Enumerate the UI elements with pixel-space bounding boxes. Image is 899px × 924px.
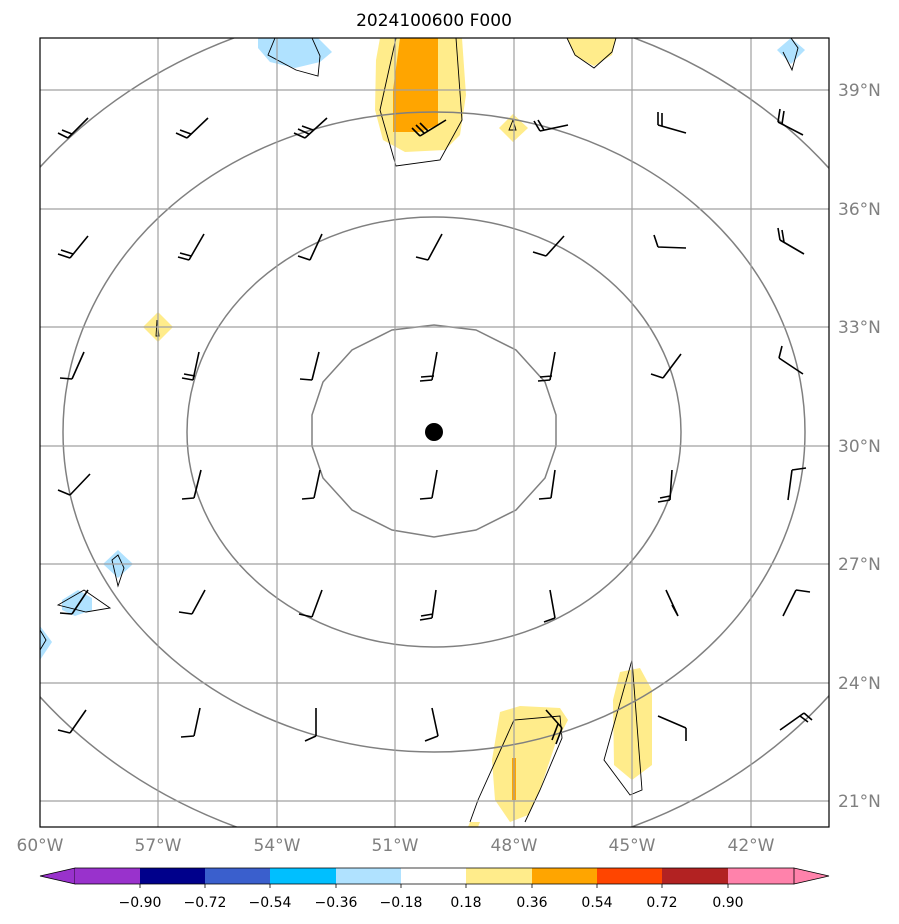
lat-label: 39°N (838, 81, 881, 101)
colorbar-tick-label: −0.54 (249, 895, 292, 911)
colorbar-tick-label: 0.18 (450, 895, 481, 911)
wind-barb (778, 345, 804, 375)
lat-label: 27°N (838, 555, 881, 575)
lat-label: 24°N (838, 674, 881, 694)
colorbar-swatch (270, 868, 336, 884)
wind-barb (304, 708, 317, 742)
colorbar-swatch (728, 868, 794, 884)
colorbar-tick-label: 0.36 (516, 895, 547, 911)
wind-barb (657, 112, 687, 134)
gridlines (40, 38, 829, 827)
lat-label: 30°N (838, 437, 881, 457)
colorbar-swatch (336, 868, 401, 884)
wind-barb (298, 589, 323, 618)
wind-barb (650, 353, 682, 379)
wind-barb (779, 712, 813, 731)
wind-barb (301, 469, 321, 500)
wind-barb (181, 351, 200, 381)
wind-barb (57, 709, 87, 734)
wind-barb (177, 233, 205, 261)
wind-barb (181, 469, 202, 500)
wind-barb (59, 589, 89, 615)
colorbar-swatch (532, 868, 597, 884)
colorbar-tick-label: 0.72 (646, 895, 677, 911)
wind-barb (537, 351, 556, 382)
colorbar-extend-high (793, 867, 830, 885)
wind-barb (178, 589, 206, 615)
wind-barb (657, 469, 673, 503)
wind-barb (777, 108, 804, 136)
wind-barb (411, 119, 447, 137)
wind-barb (419, 469, 438, 500)
shaded-contours (40, 38, 805, 827)
colorbar-tick-label: 0.90 (712, 895, 743, 911)
wind-barb (532, 235, 565, 257)
map-area (40, 38, 829, 827)
wind-barb (543, 589, 556, 623)
colorbar-tick-label: −0.36 (315, 895, 358, 911)
wind-barb (299, 351, 320, 381)
colorbar-extend-low (39, 867, 76, 885)
lon-label: 48°W (491, 836, 538, 856)
wind-barb (538, 469, 556, 500)
colorbar-tick-label: −0.72 (184, 895, 227, 911)
wind-barb (175, 117, 209, 139)
map-frame (39, 37, 830, 828)
colorbar-swatch (597, 868, 662, 884)
lon-label: 45°W (609, 836, 656, 856)
lat-label: 21°N (838, 792, 881, 812)
wind-barb (59, 351, 85, 380)
map-title: 2024100600 F000 (356, 11, 512, 31)
wind-barb (657, 715, 687, 741)
distance-rings (40, 38, 829, 827)
lon-label: 42°W (728, 836, 775, 856)
wind-barb (424, 707, 439, 742)
colorbar-swatch (75, 868, 140, 884)
wind-barb (57, 473, 91, 496)
wind-barb (777, 227, 805, 255)
wind-barb (419, 351, 438, 382)
lat-label: 33°N (838, 318, 881, 338)
colorbar-swatch (401, 868, 466, 884)
colorbar-tick-label: −0.90 (119, 895, 162, 911)
wind-barb (782, 589, 811, 617)
wind-barb (419, 589, 437, 621)
colorbar-tick-label: −0.18 (380, 895, 423, 911)
wind-barb (57, 235, 89, 259)
wind-barb (293, 117, 328, 139)
wind-barb (57, 117, 89, 139)
wind-barb (415, 233, 443, 261)
wind-barb (297, 233, 323, 261)
colorbar-swatch (466, 868, 532, 884)
wind-barb (545, 709, 563, 745)
lon-label: 51°W (372, 836, 419, 856)
wind-barb (180, 707, 201, 738)
latitude-labels: 39°N 36°N 33°N 30°N 27°N 24°N 21°N (838, 81, 881, 812)
lat-label: 36°N (838, 200, 881, 220)
lon-label: 60°W (17, 836, 64, 856)
storm-center-dot (425, 423, 443, 441)
colorbar-swatch (140, 868, 205, 884)
lon-label: 57°W (135, 836, 182, 856)
wind-barb (653, 234, 687, 249)
colorbar-swatch (205, 868, 270, 884)
colorbar-tick-label: 0.54 (581, 895, 612, 911)
wind-barbs (57, 108, 813, 745)
wind-barb (665, 589, 679, 617)
colorbar-swatch (662, 868, 728, 884)
wind-barb (533, 119, 569, 132)
wind-barb (787, 467, 807, 501)
lon-label: 54°W (254, 836, 301, 856)
colorbar: −0.90 −0.72 −0.54 −0.36 −0.18 0.18 0.36 … (39, 867, 830, 911)
longitude-labels: 60°W 57°W 54°W 51°W 48°W 45°W 42°W (17, 836, 775, 856)
